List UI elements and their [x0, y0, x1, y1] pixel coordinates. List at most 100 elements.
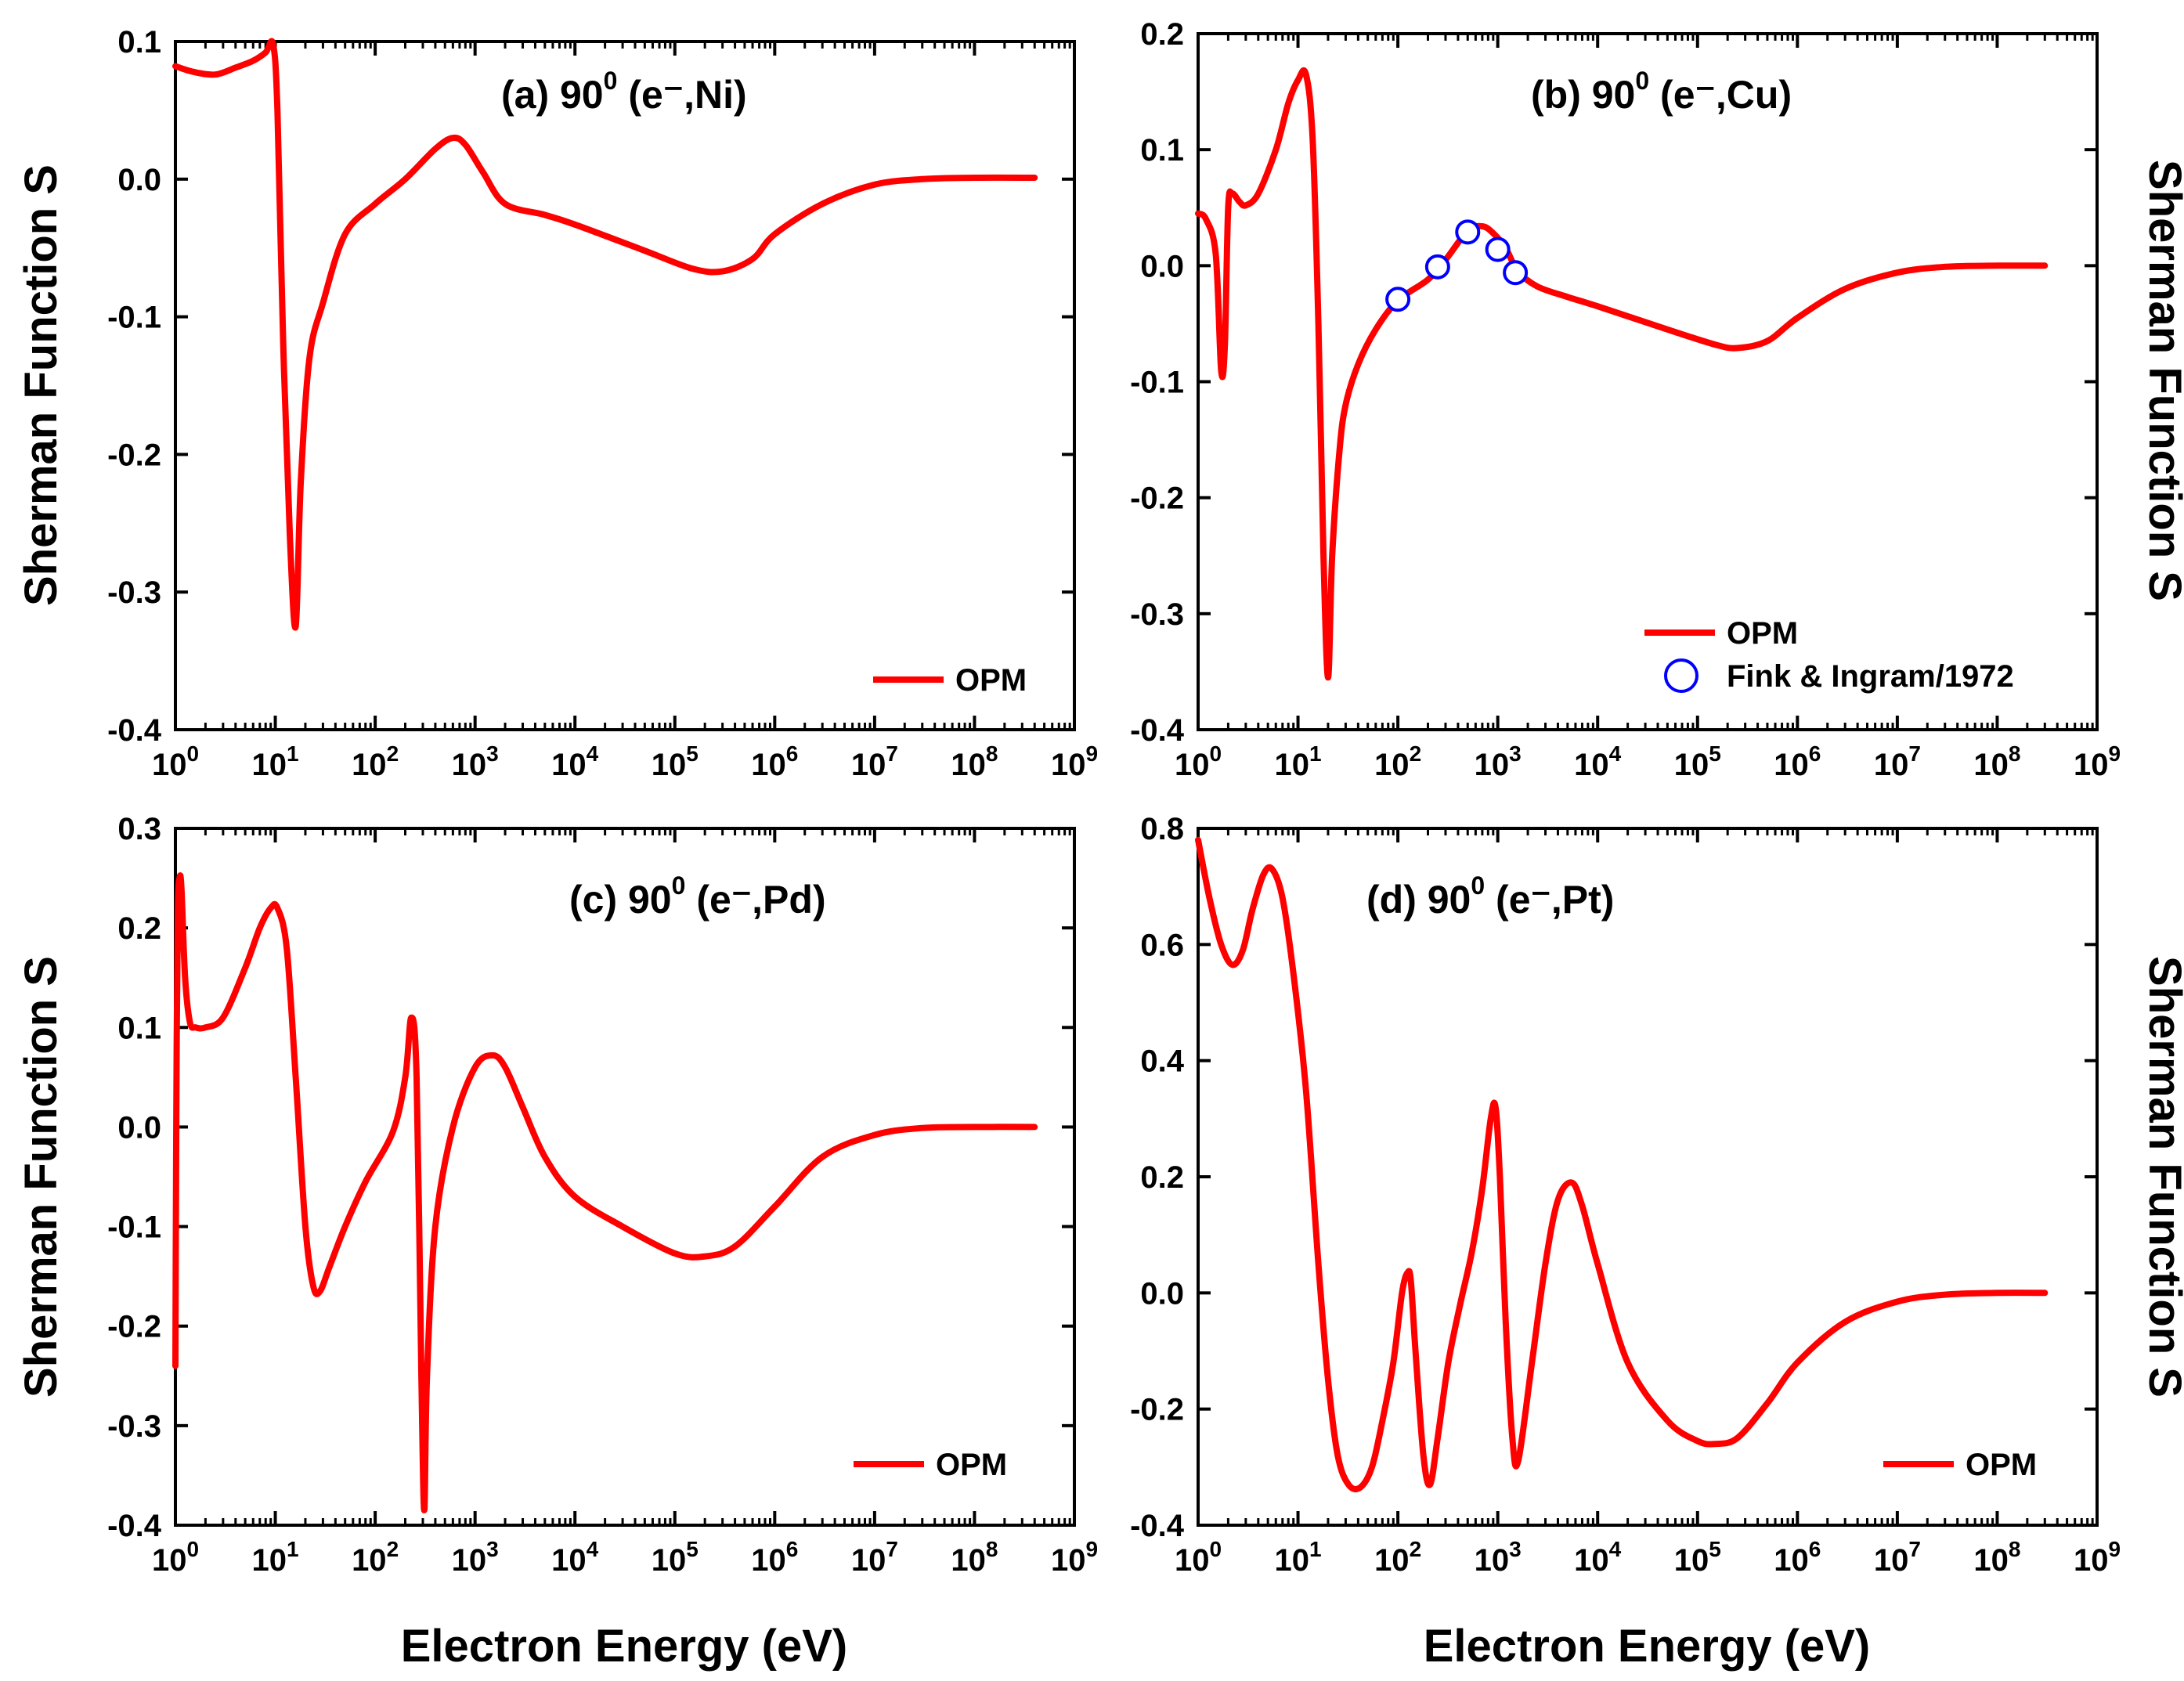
x-tick-label-a-4: 104	[551, 741, 599, 782]
x-tick-label-c-8: 108	[951, 1537, 998, 1578]
data-marker-b-0-2	[1455, 219, 1481, 245]
panel-title-d: (d) 900 (e⁻,Pt)	[1366, 871, 1614, 922]
x-tick-label-b-2: 102	[1374, 741, 1421, 782]
series-line-b-0	[1195, 67, 2049, 681]
x-tick-label-a-1: 101	[252, 741, 299, 782]
y-tick-label-b-0: 0.2	[1140, 17, 1184, 52]
y-tick-label-b-2: 0.0	[1140, 249, 1184, 283]
y-tick-label-b-4: -0.2	[1130, 482, 1184, 516]
panel-a: 0.1 0.0 -0.1 -0.2 -0.3 -0.4 100 101 102 103 104 10…	[16, 25, 1098, 782]
x-tick-label-d-5: 105	[1674, 1537, 1721, 1578]
panel-d: 0.8 0.6 0.4 0.2 0.0 -0.2 -0.4 100 101 102 103 104 1…	[1130, 812, 2184, 1672]
x-tick-label-a-3: 103	[452, 741, 499, 782]
panel-title-b-sup: 0	[1635, 67, 1649, 95]
x-tick-label-b-3: 103	[1475, 741, 1522, 782]
x-tick-label-b-9: 109	[2074, 741, 2121, 782]
y-tick-label-a-0: 0.1	[117, 25, 161, 60]
x-tick-label-b-4: 104	[1574, 741, 1622, 782]
x-tick-label-c-3: 103	[452, 1537, 499, 1578]
x-tick-label-a-9: 109	[1051, 741, 1098, 782]
panel-title-b-label: (b) 90	[1531, 73, 1635, 117]
x-tick-label-b-7: 107	[1874, 741, 1921, 782]
x-tick-label-b-0: 100	[1175, 741, 1222, 782]
x-tick-label-a-6: 106	[751, 741, 798, 782]
y-axis-label-c: Sherman Function S	[16, 956, 67, 1398]
panel-b: 0.2 0.1 0.0 -0.1 -0.2 -0.3 -0.4 100 101 102 103 10…	[1130, 17, 2184, 782]
y-tick-label-d-5: -0.2	[1130, 1393, 1184, 1427]
y-tick-label-d-1: 0.6	[1140, 928, 1184, 962]
y-tick-label-a-5: -0.4	[107, 713, 162, 748]
panel-title-b-rest: (e⁻,Cu)	[1649, 73, 1792, 117]
x-axis-label-c: Electron Energy (eV)	[401, 1621, 847, 1672]
x-tick-label-c-5: 105	[652, 1537, 699, 1578]
y-tick-label-b-3: -0.1	[1130, 366, 1184, 400]
x-axis-label-d: Electron Energy (eV)	[1424, 1621, 1870, 1672]
panel-title-c-rest: (e⁻,Pd)	[685, 878, 825, 922]
x-tick-label-b-8: 108	[1973, 741, 2020, 782]
x-tick-label-d-0: 100	[1175, 1537, 1222, 1578]
legend-a-label: OPM	[955, 663, 1027, 698]
y-axis-label-a: Sherman Function S	[16, 164, 67, 606]
panel-title-a: (a) 900 (e⁻,Ni)	[501, 67, 747, 117]
y-tick-label-c-7: -0.4	[107, 1509, 162, 1543]
legend-a: OPM	[873, 663, 1027, 698]
panel-title-a-label: (a) 90	[501, 73, 604, 117]
y-tick-label-d-0: 0.8	[1140, 812, 1184, 846]
panel-title-d-sup: 0	[1471, 871, 1485, 900]
y-tick-label-c-3: 0.0	[117, 1110, 161, 1145]
y-tick-label-b-1: 0.1	[1140, 133, 1184, 168]
panel-title-c: (c) 900 (e⁻,Pd)	[569, 871, 826, 922]
series-line-d-0	[1195, 836, 2049, 1493]
y-tick-label-c-6: -0.3	[107, 1409, 161, 1444]
legend-b: OPM Fink & Ingram/1972	[1644, 616, 2014, 694]
x-tick-label-c-9: 109	[1051, 1537, 1098, 1578]
series-line-a-0	[172, 38, 1038, 631]
y-tick-label-a-2: -0.1	[107, 301, 161, 335]
legend-b-label-fink: Fink & Ingram/1972	[1727, 659, 2014, 694]
data-marker-b-0-4	[1503, 260, 1529, 286]
x-tick-label-d-1: 101	[1275, 1537, 1322, 1578]
y-tick-label-a-4: -0.3	[107, 575, 161, 610]
x-tick-label-a-7: 107	[851, 741, 898, 782]
legend-b-marker-swatch	[1664, 658, 1698, 693]
y-tick-label-d-2: 0.4	[1140, 1044, 1184, 1079]
panel-title-b: (b) 900 (e⁻,Cu)	[1531, 67, 1792, 117]
x-tick-label-d-2: 102	[1374, 1537, 1421, 1578]
y-tick-label-b-5: -0.3	[1130, 597, 1184, 632]
x-tick-label-d-9: 109	[2074, 1537, 2121, 1578]
x-tick-label-a-5: 105	[652, 741, 699, 782]
x-tick-label-c-0: 100	[152, 1537, 199, 1578]
x-tick-label-a-2: 102	[352, 741, 399, 782]
y-tick-label-a-3: -0.2	[107, 438, 161, 472]
x-tick-label-b-1: 101	[1275, 741, 1322, 782]
panel-title-a-sup: 0	[604, 67, 618, 95]
y-tick-label-c-1: 0.2	[117, 911, 161, 946]
x-tick-label-d-8: 108	[1973, 1537, 2020, 1578]
x-tick-label-c-1: 101	[252, 1537, 299, 1578]
legend-d: OPM	[1883, 1448, 2037, 1482]
x-tick-label-c-7: 107	[851, 1537, 898, 1578]
x-tick-label-c-6: 106	[751, 1537, 798, 1578]
data-marker-b-0-1	[1424, 254, 1450, 280]
x-tick-label-d-6: 106	[1774, 1537, 1821, 1578]
y-tick-label-d-3: 0.2	[1140, 1160, 1184, 1195]
y-tick-label-d-4: 0.0	[1140, 1276, 1184, 1311]
series-line-c-0	[172, 872, 1038, 1513]
x-tick-label-b-5: 105	[1674, 741, 1721, 782]
legend-d-label: OPM	[1966, 1448, 2037, 1482]
data-marker-b-0-3	[1485, 236, 1511, 262]
panel-title-d-rest: (e⁻,Pt)	[1485, 878, 1614, 922]
y-tick-label-c-5: -0.2	[107, 1310, 161, 1344]
panel-title-c-sup: 0	[672, 871, 686, 900]
x-tick-label-a-0: 100	[152, 741, 199, 782]
legend-b-label-opm: OPM	[1727, 616, 1798, 651]
data-marker-b-0-0	[1385, 287, 1411, 312]
x-tick-label-d-7: 107	[1874, 1537, 1921, 1578]
x-tick-label-d-4: 104	[1574, 1537, 1622, 1578]
y-tick-label-a-1: 0.0	[117, 163, 161, 197]
x-tick-label-a-8: 108	[951, 741, 998, 782]
panel-title-c-label: (c) 90	[569, 878, 672, 922]
x-tick-label-c-2: 102	[352, 1537, 399, 1578]
